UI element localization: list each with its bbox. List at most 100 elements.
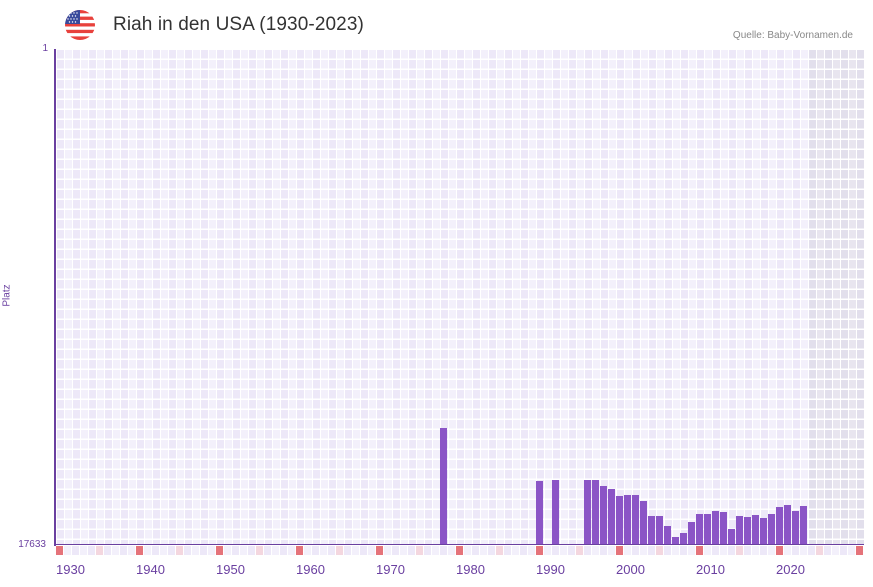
chart-title: Riah in den USA (1930-2023) (113, 14, 364, 35)
year-cell (664, 546, 671, 555)
year-cell (152, 546, 159, 555)
year-cell (512, 546, 519, 555)
year-cell (424, 546, 431, 555)
decade-marker (136, 546, 143, 555)
bar-2001[interactable] (624, 494, 631, 545)
bar-2002[interactable] (632, 494, 639, 545)
year-cell (600, 546, 607, 555)
year-cell (200, 546, 207, 555)
decade-marker (56, 546, 63, 555)
bar-2017[interactable] (752, 514, 759, 545)
decade-marker (376, 546, 383, 555)
y-tick-bottom: 17633 (18, 539, 46, 550)
year-cell (344, 546, 351, 555)
year-cell (680, 546, 687, 555)
year-cell (808, 546, 815, 555)
bar-2021[interactable] (784, 504, 791, 545)
year-cell (760, 546, 767, 555)
year-cell (280, 546, 287, 555)
year-cell (288, 546, 295, 555)
year-cell (360, 546, 367, 555)
x-tick-1990: 1990 (536, 562, 565, 577)
year-cell (448, 546, 455, 555)
year-cell (544, 546, 551, 555)
half-decade-marker (656, 546, 663, 555)
year-cell (784, 546, 791, 555)
year-cell (792, 546, 799, 555)
year-cell (400, 546, 407, 555)
year-cell (320, 546, 327, 555)
year-cell (168, 546, 175, 555)
year-cell (704, 546, 711, 555)
year-cell (608, 546, 615, 555)
year-cell (80, 546, 87, 555)
year-cell (208, 546, 215, 555)
year-cell (192, 546, 199, 555)
bar-2019[interactable] (768, 514, 775, 545)
year-cell (832, 546, 839, 555)
year-cell (840, 546, 847, 555)
bar-2011[interactable] (704, 514, 711, 545)
x-tick-1980: 1980 (456, 562, 485, 577)
bar-2013[interactable] (720, 512, 727, 545)
bar-2003[interactable] (640, 501, 647, 545)
bar-2020[interactable] (776, 506, 783, 545)
bar-2010[interactable] (696, 514, 703, 545)
decade-marker (616, 546, 623, 555)
bar-2022[interactable] (792, 510, 799, 545)
bar-2023[interactable] (800, 506, 807, 545)
bar-1996[interactable] (584, 479, 591, 545)
bar-2008[interactable] (680, 532, 687, 545)
bar-1999[interactable] (608, 488, 615, 545)
bar-1998[interactable] (600, 485, 607, 545)
year-cell (392, 546, 399, 555)
bar-2012[interactable] (712, 510, 719, 545)
bar-2005[interactable] (656, 515, 663, 545)
year-cell (312, 546, 319, 555)
year-cell (120, 546, 127, 555)
bar-1990[interactable] (536, 480, 543, 545)
bar-2004[interactable] (648, 515, 655, 545)
x-tick-2000: 2000 (616, 562, 645, 577)
year-cell (64, 546, 71, 555)
year-cell (264, 546, 271, 555)
bar-2016[interactable] (744, 517, 751, 545)
half-decade-marker (816, 546, 823, 555)
bar-1978[interactable] (440, 428, 447, 545)
year-cell (328, 546, 335, 555)
year-cell (752, 546, 759, 555)
half-decade-marker (336, 546, 343, 555)
bar-2018[interactable] (760, 517, 767, 545)
year-cell (504, 546, 511, 555)
year-cell (824, 546, 831, 555)
x-axis-line (54, 544, 864, 545)
decade-marker (216, 546, 223, 555)
year-cell (384, 546, 391, 555)
x-tick-1930: 1930 (56, 562, 85, 577)
decade-marker (296, 546, 303, 555)
bar-2007[interactable] (672, 537, 679, 545)
chart-plot-area (56, 49, 864, 545)
bar-2015[interactable] (736, 515, 743, 545)
year-cell (568, 546, 575, 555)
year-cell (144, 546, 151, 555)
year-cell (688, 546, 695, 555)
year-cell (712, 546, 719, 555)
bar-2009[interactable] (688, 521, 695, 545)
bar-2006[interactable] (664, 526, 671, 545)
year-cell (720, 546, 727, 555)
x-tick-1940: 1940 (136, 562, 165, 577)
year-cell (88, 546, 95, 555)
x-tick-2020: 2020 (776, 562, 805, 577)
bar-1992[interactable] (552, 479, 559, 545)
year-cell (160, 546, 167, 555)
year-cell (440, 546, 447, 555)
year-cell (744, 546, 751, 555)
bar-2000[interactable] (616, 495, 623, 545)
half-decade-marker (96, 546, 103, 555)
half-decade-marker (736, 546, 743, 555)
year-cell (848, 546, 855, 555)
bar-1997[interactable] (592, 479, 599, 545)
bar-2014[interactable] (728, 528, 735, 545)
year-cell (184, 546, 191, 555)
